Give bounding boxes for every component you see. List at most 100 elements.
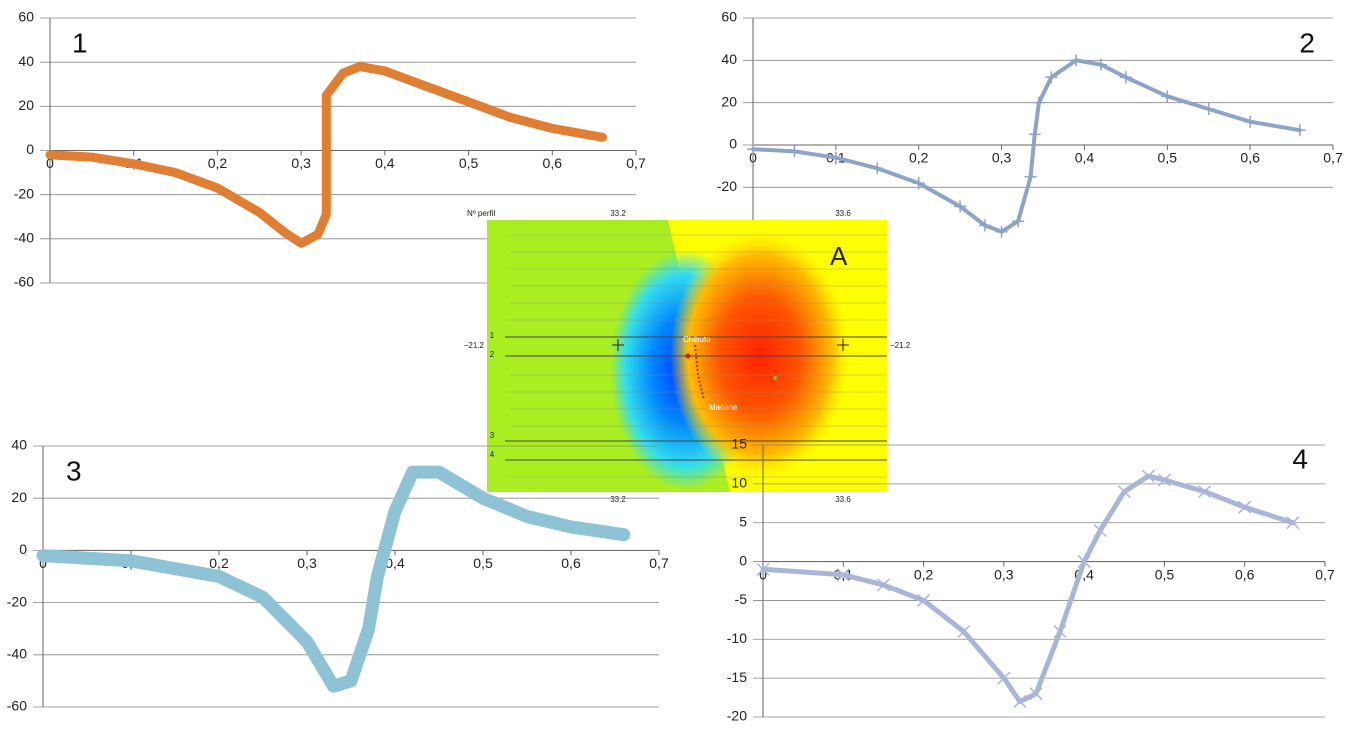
x-tick-label: 0 <box>749 150 757 166</box>
lon-tick: 33.6 <box>835 495 851 504</box>
chart-title: 2 <box>1299 27 1315 58</box>
place-name: Chibuto <box>683 335 711 344</box>
data-marker <box>1286 516 1300 530</box>
data-marker <box>1119 71 1132 84</box>
data-marker <box>1202 103 1215 116</box>
data-marker <box>1032 96 1045 109</box>
y-tick-label: -40 <box>7 646 27 662</box>
crosshairs <box>612 339 849 351</box>
y-tick-label: -20 <box>717 178 737 194</box>
data-marker <box>997 671 1011 685</box>
y-tick-label: -15 <box>727 669 747 685</box>
y-tick-label: -20 <box>7 593 27 609</box>
y-tick-label: 0 <box>729 136 737 152</box>
data-marker <box>1012 215 1025 228</box>
y-tick-label: -20 <box>727 708 747 724</box>
data-line <box>45 62 607 248</box>
x-tick-label: 0,2 <box>209 555 229 571</box>
data-marker <box>836 568 850 582</box>
y-tick-label: 15 <box>731 436 747 452</box>
x-tick-label: 0,6 <box>561 555 581 571</box>
data-marker <box>876 578 890 592</box>
site-marker <box>685 353 691 359</box>
data-marker <box>871 162 884 175</box>
x-tick-label: 0,6 <box>543 155 563 171</box>
y-tick-label: 60 <box>18 9 34 25</box>
data-marker <box>1198 485 1212 499</box>
data-marker <box>1293 124 1306 137</box>
data-marker <box>917 593 931 607</box>
data-marker <box>1024 170 1037 183</box>
x-tick-label: 0,6 <box>1235 566 1255 582</box>
data-marker <box>1238 500 1252 514</box>
y-tick-label: 0 <box>739 552 747 568</box>
y-tick-label: 0 <box>26 141 34 157</box>
y-tick-label: -5 <box>735 591 748 607</box>
y-tick-label: -60 <box>14 274 34 290</box>
data-marker <box>1117 485 1131 499</box>
x-tick-label: 0,4 <box>375 155 395 171</box>
lon-tick: 33.6 <box>835 209 851 218</box>
data-marker <box>1157 473 1171 487</box>
place-name: Macone <box>709 403 738 412</box>
data-marker <box>1013 694 1027 708</box>
y-tick-label: 40 <box>18 53 34 69</box>
y-tick-label: 5 <box>739 513 747 529</box>
data-marker <box>995 225 1008 238</box>
map-header: Nº perfil <box>467 209 495 218</box>
y-tick-label: 40 <box>11 437 27 453</box>
x-tick-label: 0,7 <box>649 555 669 571</box>
x-tick-label: 0,3 <box>994 566 1014 582</box>
y-tick-label: -60 <box>7 698 27 714</box>
map: A Nº perfil 33.2 33.6 33.2 33.6 −21.2 −2… <box>464 209 911 504</box>
data-marker <box>747 143 759 156</box>
y-tick-label: -10 <box>727 630 747 646</box>
y-tick-label: 0 <box>19 541 27 557</box>
x-tick-label: 0,4 <box>1075 150 1095 166</box>
profile-number: 1 <box>490 331 495 340</box>
data-marker <box>1053 624 1067 639</box>
x-tick-label: 0,5 <box>1158 150 1178 166</box>
x-tick-label: 0 <box>39 555 47 571</box>
x-tick-label: 0,2 <box>914 566 934 582</box>
data-marker <box>957 624 971 639</box>
x-tick-label: 0,5 <box>473 555 493 571</box>
data-marker <box>1077 555 1091 569</box>
chart-title: 4 <box>1292 443 1308 474</box>
x-tick-label: 0 <box>759 566 767 582</box>
data-line <box>751 58 1302 234</box>
profile-number: 2 <box>490 350 495 359</box>
data-marker <box>1093 523 1107 538</box>
x-tick-label: 0,2 <box>208 155 228 171</box>
x-tick-label: 0,7 <box>1323 150 1343 166</box>
data-marker <box>829 151 842 164</box>
x-tick-label: 0,7 <box>1315 566 1335 582</box>
site-marker <box>773 376 777 380</box>
lon-tick: 33.2 <box>610 495 626 504</box>
data-marker <box>1095 58 1107 71</box>
x-tick-label: 0,3 <box>992 150 1012 166</box>
y-tick-label: 20 <box>18 97 34 113</box>
y-tick-label: 10 <box>731 475 747 491</box>
x-tick-label: 0,7 <box>626 155 646 171</box>
data-marker <box>1141 469 1155 483</box>
y-tick-label: 20 <box>721 93 737 109</box>
lat-tick: −21.2 <box>890 341 911 350</box>
data-line <box>760 473 1296 704</box>
profile-number: 3 <box>490 431 495 440</box>
data-marker <box>1045 71 1058 84</box>
data-marker <box>756 562 770 576</box>
y-tick-label: -20 <box>14 185 34 201</box>
data-marker <box>1244 115 1257 128</box>
y-tick-label: -40 <box>14 230 34 246</box>
x-tick-label: 0 <box>46 155 54 171</box>
selected-profiles <box>505 336 887 461</box>
lon-tick: 33.2 <box>610 209 626 218</box>
chart-title: 1 <box>72 27 88 58</box>
profile-lines <box>510 234 887 478</box>
map-label: A <box>830 241 848 271</box>
lat-tick: −21.2 <box>464 341 485 350</box>
x-tick-label: 0,3 <box>291 155 311 171</box>
